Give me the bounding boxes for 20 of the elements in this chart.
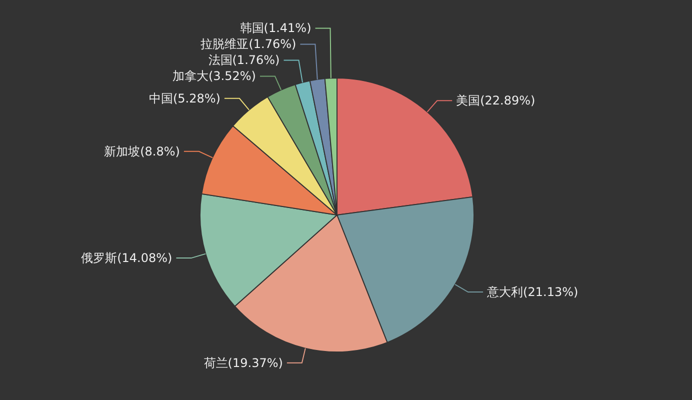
slice-label: 法国 <box>208 53 232 68</box>
slice-label: 荷兰 <box>204 356 228 370</box>
data-label: (14.08%) <box>117 251 172 266</box>
slice-label: 新加坡 <box>104 144 140 158</box>
data-label: (1.76%) <box>248 37 296 52</box>
data-label: (3.52%) <box>208 69 256 84</box>
data-label: (5.28%) <box>172 91 220 106</box>
data-label: (19.37%) <box>228 356 283 370</box>
slice-label: 俄罗斯 <box>81 251 118 266</box>
data-label: (1.41%) <box>264 21 312 36</box>
data-label: (22.89%) <box>480 94 536 108</box>
slice-label: 意大利 <box>486 285 524 300</box>
slice-label: 中国 <box>148 91 173 106</box>
data-label: (8.8%) <box>140 144 180 158</box>
slice-label: 拉脱维亚 <box>200 37 249 52</box>
data-label: (21.13%) <box>523 285 578 300</box>
slice-label: 加拿大 <box>172 69 208 84</box>
slice-label: 美国 <box>456 94 480 108</box>
data-label: (1.76%) <box>232 53 280 68</box>
slice-label: 韩国 <box>240 21 264 36</box>
